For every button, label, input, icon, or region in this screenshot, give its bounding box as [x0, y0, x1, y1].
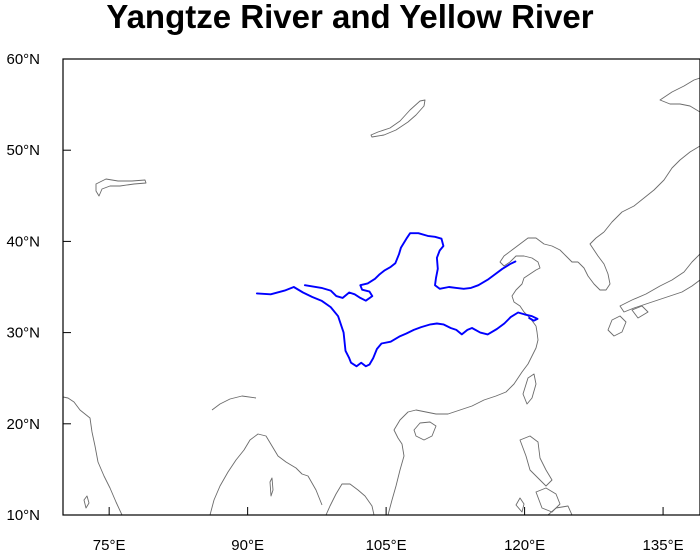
lon-tick-label: 120°E [504, 537, 545, 554]
rivers-layer [255, 232, 539, 368]
india-coast [63, 396, 123, 515]
east-china-coast [499, 237, 578, 327]
lat-tick-label: 60°N [6, 51, 40, 68]
map-background [63, 59, 700, 515]
palawan-outline [515, 497, 525, 513]
lat-tick-label: 40°N [6, 233, 40, 250]
map-title: Yangtze River and Yellow River [106, 0, 594, 35]
axis-ticks: 75°E 90°E 105°E 120°E 135°E 10°N 20°N 30°N 40°N 5… [6, 51, 683, 554]
andaman-islands-outline [269, 477, 274, 497]
lon-tick-label: 105°E [366, 537, 407, 554]
russia-far-east-coast [603, 145, 700, 233]
yellow-river-line [303, 232, 517, 302]
shikoku-outline [631, 305, 649, 319]
yangtze-river-line [255, 286, 539, 368]
mindanao-outline [547, 505, 573, 515]
map-frame [62, 58, 700, 516]
lat-tick-label: 30°N [6, 325, 40, 342]
lat-tick-label: 20°N [6, 416, 40, 433]
kyushu-outline [607, 315, 627, 337]
vietnam-coast [387, 325, 539, 515]
visayas-outline [535, 487, 561, 513]
korea-coast [577, 231, 611, 291]
lon-tick-label: 75°E [93, 537, 126, 554]
lat-tick-label: 50°N [6, 142, 40, 159]
lon-tick-label: 135°E [643, 537, 684, 554]
luzon-outline [519, 435, 553, 487]
hainan-outline [413, 421, 437, 441]
indochina-coast [325, 483, 375, 515]
himalaya-arc [211, 395, 257, 411]
taiwan-outline [522, 373, 537, 405]
lake-balkhash-outline [95, 178, 147, 197]
honshu-outline [619, 253, 700, 313]
lat-tick-label: 10°N [6, 507, 40, 524]
coastlines-layer [63, 77, 700, 515]
lon-tick-label: 90°E [231, 537, 264, 554]
bay-of-bengal-coast [209, 433, 323, 515]
lake-baikal-outline [370, 99, 426, 138]
sri-lanka-outline [83, 495, 90, 509]
sakhalin-outline [659, 77, 700, 113]
